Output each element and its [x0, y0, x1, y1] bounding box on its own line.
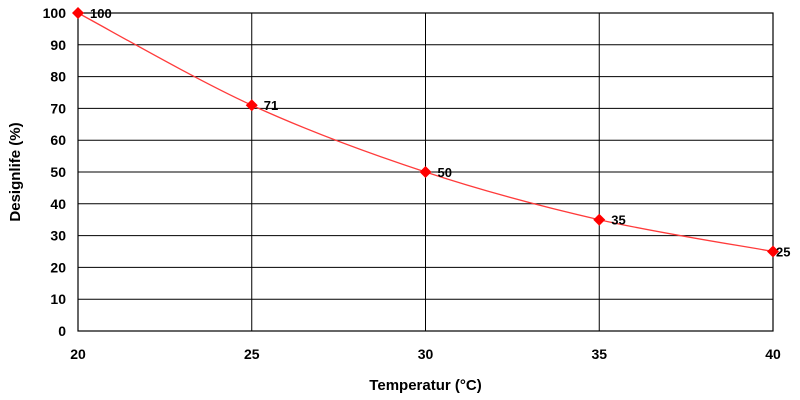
- y-tick-label: 60: [50, 132, 66, 148]
- y-tick-label: 80: [50, 69, 66, 85]
- data-point-marker: [245, 99, 258, 112]
- data-label: 100: [90, 6, 112, 21]
- y-tick-label: 10: [50, 291, 66, 307]
- x-tick-label: 20: [70, 346, 86, 362]
- data-label: 35: [611, 213, 625, 228]
- data-point-marker: [72, 7, 84, 19]
- y-tick-label: 0: [58, 323, 66, 339]
- x-tick-label: 40: [765, 346, 781, 362]
- y-tick-label: 30: [50, 228, 66, 244]
- data-label: 71: [264, 98, 278, 113]
- data-point-marker: [419, 166, 432, 178]
- data-point-marker: [593, 213, 606, 226]
- x-tick-label: 35: [591, 346, 607, 362]
- x-axis-ticks: 20 25 30 35 40: [70, 346, 781, 362]
- y-tick-label: 20: [50, 259, 66, 275]
- y-tick-label: 90: [50, 37, 66, 53]
- y-axis-ticks: 0 10 20 30 40 50 60 70 80 90 100: [43, 5, 67, 339]
- x-tick-label: 25: [244, 346, 260, 362]
- data-labels: 100 71 50 35 25: [90, 6, 790, 260]
- y-tick-label: 50: [50, 164, 66, 180]
- x-tick-label: 30: [418, 346, 434, 362]
- y-tick-label: 70: [50, 100, 66, 116]
- y-tick-label: 40: [50, 196, 66, 212]
- data-label: 25: [776, 245, 790, 260]
- y-tick-label: 100: [43, 5, 67, 21]
- y-axis-title: Designlife (%): [7, 122, 24, 221]
- x-axis-title: Temperatur (°C): [369, 377, 481, 394]
- plot-frame: [77, 12, 774, 332]
- series: [72, 7, 779, 258]
- data-point-marker: [767, 245, 779, 258]
- data-label: 50: [438, 165, 452, 180]
